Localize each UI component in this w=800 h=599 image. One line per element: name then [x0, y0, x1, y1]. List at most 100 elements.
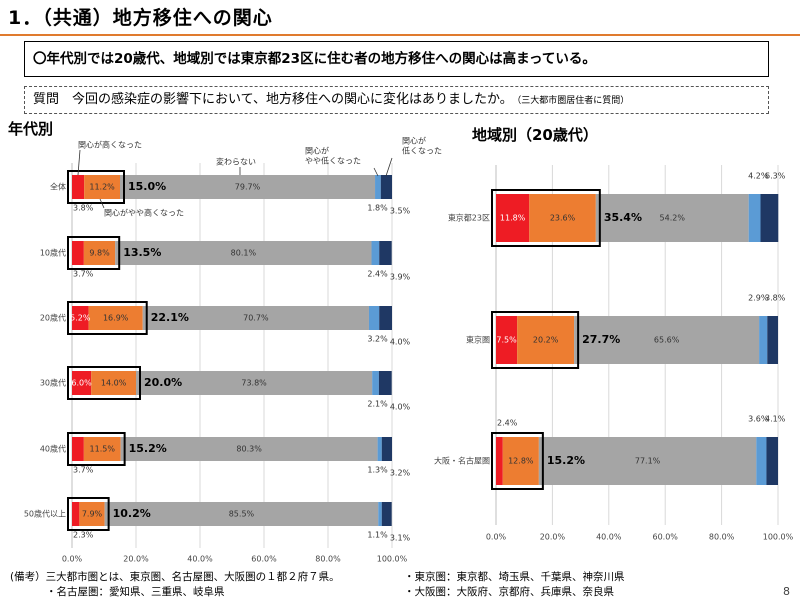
- left-bar-segment: [378, 371, 392, 395]
- left-data-label: 11.5%: [90, 445, 116, 454]
- right-bar-segment: [496, 194, 530, 242]
- left-data-label: 3.1%: [390, 534, 411, 543]
- left-data-label: 9.8%: [89, 249, 110, 258]
- right-xtick-label: 80.0%: [709, 533, 735, 542]
- legend-callout-low: 低くなった: [402, 146, 442, 156]
- question-text: 質問 今回の感染症の影響下において、地方移住への関心に変化はありましたか。: [33, 92, 513, 107]
- left-data-label: 73.8%: [241, 379, 267, 388]
- left-bar-segment: [79, 502, 105, 526]
- left-highlight-box: [67, 497, 110, 531]
- left-bar-segment: [72, 371, 92, 395]
- right-bar-segment: [760, 194, 779, 242]
- right-total-label: 35.4%: [604, 211, 642, 224]
- left-bar-segment: [72, 306, 89, 330]
- left-bar-segment: [379, 241, 392, 265]
- left-category-label: 50歳代以上: [24, 509, 66, 519]
- left-data-label: 3.7%: [73, 270, 94, 279]
- left-bar-segment: [72, 502, 80, 526]
- left-data-label: 1.8%: [367, 204, 388, 213]
- left-data-label: 3.8%: [73, 204, 94, 213]
- right-data-label: 3.8%: [765, 294, 786, 303]
- left-data-label: 2.3%: [73, 531, 94, 540]
- left-bar-segment: [372, 371, 379, 395]
- right-data-label: 6.3%: [765, 172, 786, 181]
- left-data-label: 3.2%: [390, 469, 411, 478]
- right-highlight-box: [491, 311, 580, 369]
- left-xtick-label: 40.0%: [187, 555, 213, 564]
- legend-callout-somewhat-high: 関心がやや高くなった: [104, 208, 184, 218]
- left-bar-segment: [83, 437, 121, 461]
- left-bar-segment: [72, 241, 84, 265]
- left-xtick-label: 20.0%: [123, 555, 149, 564]
- right-data-label: 2.4%: [497, 419, 518, 428]
- left-total-label: 15.2%: [129, 442, 167, 455]
- left-category-label: 30歳代: [40, 378, 66, 388]
- right-data-label: 54.2%: [660, 214, 686, 223]
- right-bar-segment: [766, 437, 778, 485]
- right-total-label: 27.7%: [582, 333, 620, 346]
- footer-note-1: (備考）三大都市圏とは、東京圏、名古屋圏、大阪圏の１都２府７県。: [10, 571, 340, 583]
- left-bar-segment: [381, 502, 392, 526]
- right-bar-segment: [756, 437, 767, 485]
- legend-callout-somewhat-high-leader: [99, 198, 105, 209]
- page-title: 1．（共通）地方移住への関心: [8, 7, 273, 29]
- right-data-label: 11.8%: [500, 214, 526, 223]
- right-data-label: 20.2%: [533, 336, 559, 345]
- left-total-label: 20.0%: [144, 376, 182, 389]
- section-title-region: 地域別（20歳代）: [472, 126, 598, 144]
- right-bar-segment: [748, 194, 761, 242]
- right-data-label: 4.1%: [765, 415, 786, 424]
- left-total-label: 22.1%: [151, 311, 189, 324]
- question-box: 質問 今回の感染症の影響下において、地方移住への関心に変化はありましたか。 （三大…: [24, 86, 769, 114]
- left-bar-segment: [83, 241, 116, 265]
- right-xtick-label: 100.0%: [763, 533, 794, 542]
- right-data-label: 4.2%: [748, 172, 769, 181]
- right-category-label: 東京圏: [466, 335, 490, 345]
- left-highlight-box: [67, 170, 125, 204]
- left-bar-segment: [375, 175, 381, 199]
- left-bar-segment: [371, 241, 380, 265]
- left-data-label: 80.3%: [236, 445, 262, 454]
- question-note: （三大都市圏居住者に質問）: [516, 96, 630, 106]
- left-bar-segment: [120, 437, 378, 461]
- left-bar-segment: [88, 306, 143, 330]
- left-category-label: 10歳代: [40, 248, 66, 258]
- right-data-label: 3.6%: [748, 415, 769, 424]
- title-divider: [0, 34, 800, 36]
- left-bar-segment: [380, 175, 392, 199]
- right-xtick-label: 20.0%: [540, 533, 566, 542]
- left-category-label: 20歳代: [40, 313, 66, 323]
- right-xtick-label: 0.0%: [486, 533, 507, 542]
- left-data-label: 14.0%: [101, 379, 127, 388]
- left-data-label: 3.7%: [73, 466, 94, 475]
- left-bar-segment: [136, 371, 373, 395]
- right-xtick-label: 60.0%: [652, 533, 678, 542]
- left-data-label: 3.2%: [367, 335, 388, 344]
- left-highlight-box: [67, 236, 121, 270]
- left-data-label: 2.4%: [367, 270, 388, 279]
- left-data-label: 11.2%: [89, 183, 115, 192]
- right-bar-segment: [595, 194, 749, 242]
- left-data-label: 1.3%: [367, 466, 388, 475]
- legend-callout-low-leader: [385, 157, 393, 177]
- left-bar-segment: [381, 437, 392, 461]
- legend-callout-unchanged: 変わらない: [216, 157, 256, 167]
- right-category-label: 東京都23区: [448, 213, 490, 223]
- right-data-label: 77.1%: [635, 457, 661, 466]
- page-number: 8: [783, 585, 790, 598]
- legend-callout-high-leader: [77, 149, 81, 176]
- left-xtick-label: 80.0%: [315, 555, 341, 564]
- left-data-label: 7.9%: [82, 510, 103, 519]
- section-title-age: 年代別: [8, 120, 54, 138]
- left-data-label: 4.0%: [390, 403, 411, 412]
- left-bar-segment: [104, 502, 379, 526]
- right-xtick-label: 40.0%: [596, 533, 622, 542]
- right-highlight-box: [491, 189, 601, 247]
- right-bar-segment: [538, 437, 757, 485]
- right-data-label: 23.6%: [550, 214, 576, 223]
- right-bar-segment: [496, 316, 518, 364]
- left-data-label: 4.0%: [390, 338, 411, 347]
- right-data-label: 12.8%: [508, 457, 534, 466]
- left-data-label: 3.9%: [390, 273, 411, 282]
